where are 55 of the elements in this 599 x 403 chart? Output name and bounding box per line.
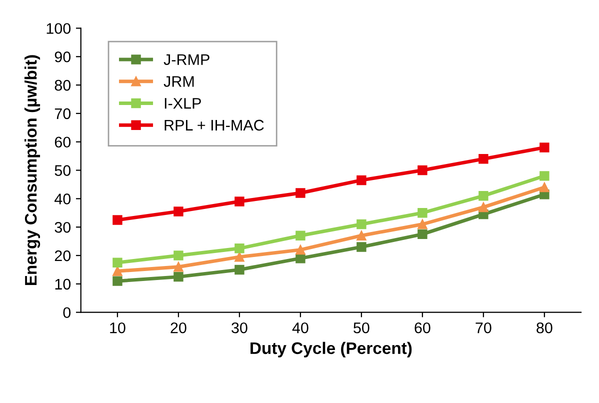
point [234, 244, 244, 254]
legend-label: RPL + IH-MAC [164, 120, 264, 131]
point [296, 230, 306, 240]
legend-label: JRM [164, 76, 194, 87]
point [356, 230, 366, 240]
point [540, 171, 550, 181]
point [174, 206, 184, 216]
point [418, 165, 428, 176]
point [418, 219, 428, 230]
point [478, 190, 488, 201]
point [356, 242, 366, 252]
point [112, 266, 122, 276]
point [234, 252, 244, 262]
y-tick-label: 90 [54, 51, 71, 62]
point [356, 219, 366, 230]
point [174, 262, 184, 272]
point [540, 182, 550, 192]
point [296, 188, 306, 198]
y-tick-label: 80 [54, 80, 71, 91]
x-tick-label: 60 [414, 322, 430, 334]
x-tick-label: 40 [292, 322, 308, 334]
x-tick-label: 20 [170, 322, 186, 334]
point [356, 175, 366, 186]
point [418, 208, 428, 218]
point [478, 154, 488, 164]
x-tick-label: 80 [536, 322, 552, 334]
y-tick-label: 0 [63, 307, 71, 318]
x-tick-label: 50 [354, 322, 370, 334]
x-axis-title: Duty Cycle (Percent) [250, 342, 412, 358]
point [174, 250, 184, 260]
point [540, 142, 550, 152]
x-tick-label: 10 [110, 322, 126, 334]
legend-label: J-RMP [164, 54, 210, 65]
point [296, 244, 306, 255]
point [296, 253, 306, 264]
point [234, 196, 244, 206]
x-tick-label: 30 [232, 322, 248, 334]
y-tick-label: 70 [54, 108, 71, 120]
point [478, 202, 488, 212]
y-axis-title: Energy Consumption (µw/bit) [24, 55, 40, 286]
y-tick-label: 40 [54, 194, 71, 204]
point [174, 272, 184, 282]
point [112, 258, 122, 268]
x-tick-label: 70 [476, 322, 492, 334]
legend-label: I-XLP [164, 98, 201, 109]
y-tick-label: 20 [54, 250, 71, 262]
y-tick-label: 10 [55, 278, 71, 290]
point [112, 215, 122, 225]
y-tick-label: 100 [46, 23, 71, 34]
y-tick-label: 50 [54, 165, 71, 176]
point [418, 229, 428, 240]
y-tick-label: 60 [54, 136, 71, 148]
point [112, 276, 122, 286]
point [234, 264, 244, 275]
y-tick-label: 30 [54, 222, 71, 233]
